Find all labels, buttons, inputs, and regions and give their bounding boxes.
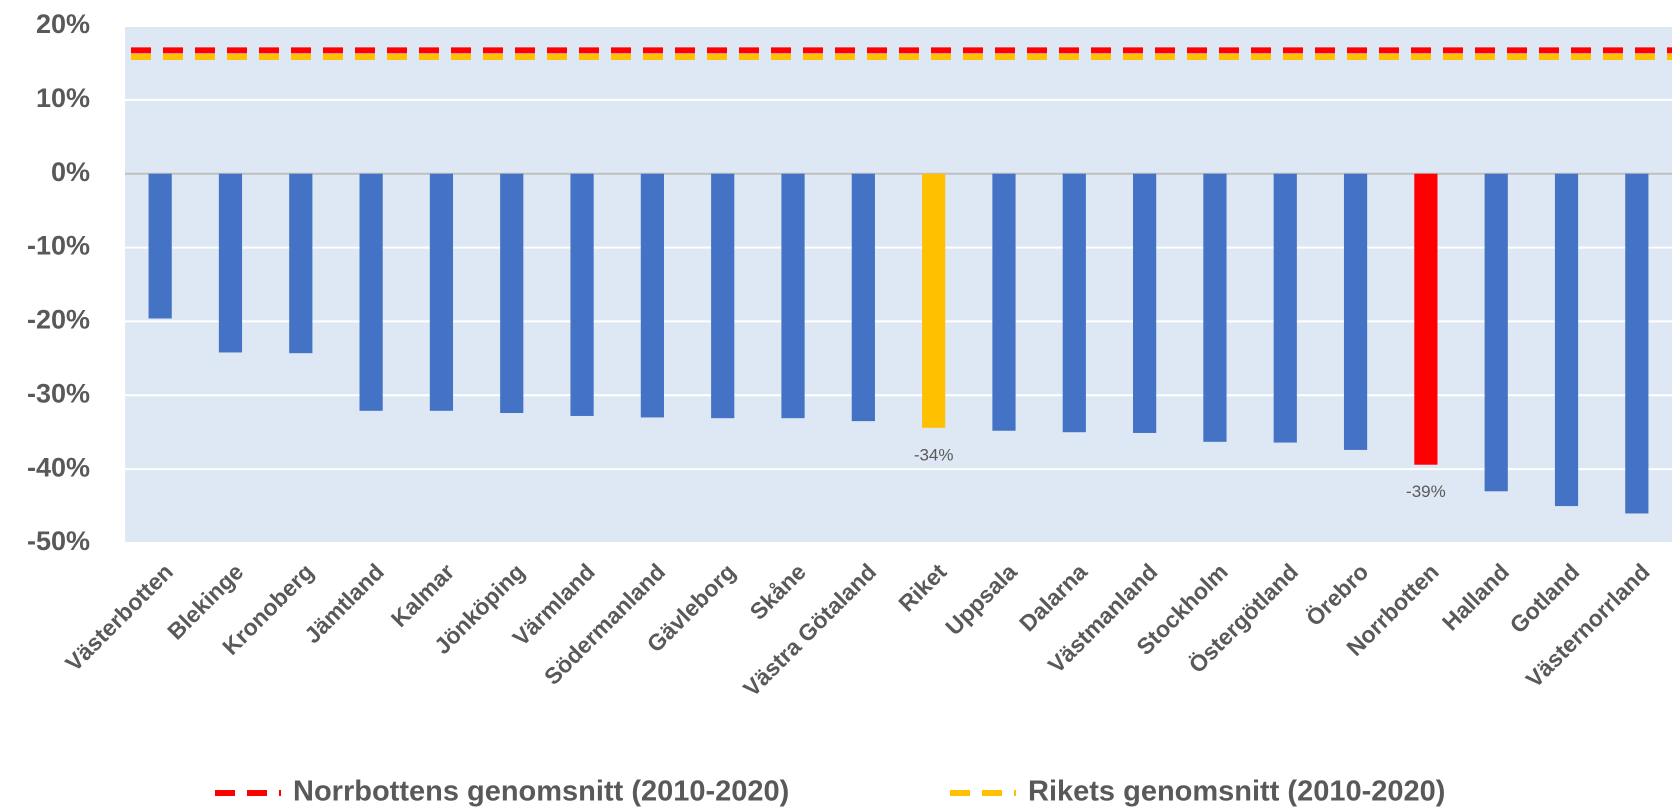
bar: [1133, 173, 1157, 433]
y-tick-label: -10%: [27, 231, 90, 261]
x-tick-label: Halland: [1437, 558, 1514, 635]
bar: [1062, 173, 1086, 433]
bar: [500, 173, 524, 414]
bar: [218, 173, 243, 353]
x-tick-label: Västernorrland: [1521, 558, 1655, 692]
y-tick-label: 20%: [36, 9, 90, 39]
bar: [359, 173, 383, 411]
bar: [711, 173, 735, 419]
bar: [429, 173, 454, 411]
bar: [1554, 173, 1579, 507]
legend-label: Rikets genomsnitt (2010-2020): [1028, 776, 1445, 808]
legend-label: Norrbottens genomsnitt (2010-2020): [293, 776, 789, 808]
bar: [1343, 173, 1368, 450]
bar: [1203, 173, 1227, 442]
bar: [1484, 173, 1508, 492]
y-tick-label: -20%: [27, 305, 90, 335]
y-tick-label: -30%: [27, 378, 90, 408]
value-label: -34%: [914, 445, 954, 464]
bar: [640, 173, 664, 418]
x-tick-label: Södermanland: [539, 558, 670, 689]
bar: [570, 173, 594, 416]
bar: [851, 173, 875, 422]
y-tick-label: 10%: [36, 83, 90, 113]
bar: [1414, 173, 1438, 465]
bar: [781, 173, 805, 419]
x-tick-label: Skåne: [745, 558, 811, 624]
x-tick-label: Västerbotten: [60, 558, 178, 676]
bar: [922, 173, 946, 428]
y-tick-label: -50%: [27, 526, 90, 556]
bar: [992, 173, 1016, 431]
x-tick-label: Västra Götaland: [738, 558, 881, 701]
plot-area: [125, 26, 1672, 543]
bar: [1625, 173, 1649, 514]
y-tick-label: -40%: [27, 452, 90, 482]
y-tick-label: 0%: [51, 157, 90, 187]
x-tick-label: Uppsala: [940, 558, 1022, 640]
bar: [289, 173, 313, 354]
bar: [1273, 173, 1297, 443]
value-label: -39%: [1406, 482, 1446, 501]
bar: [148, 173, 172, 319]
x-tick-label: Riket: [893, 558, 951, 616]
